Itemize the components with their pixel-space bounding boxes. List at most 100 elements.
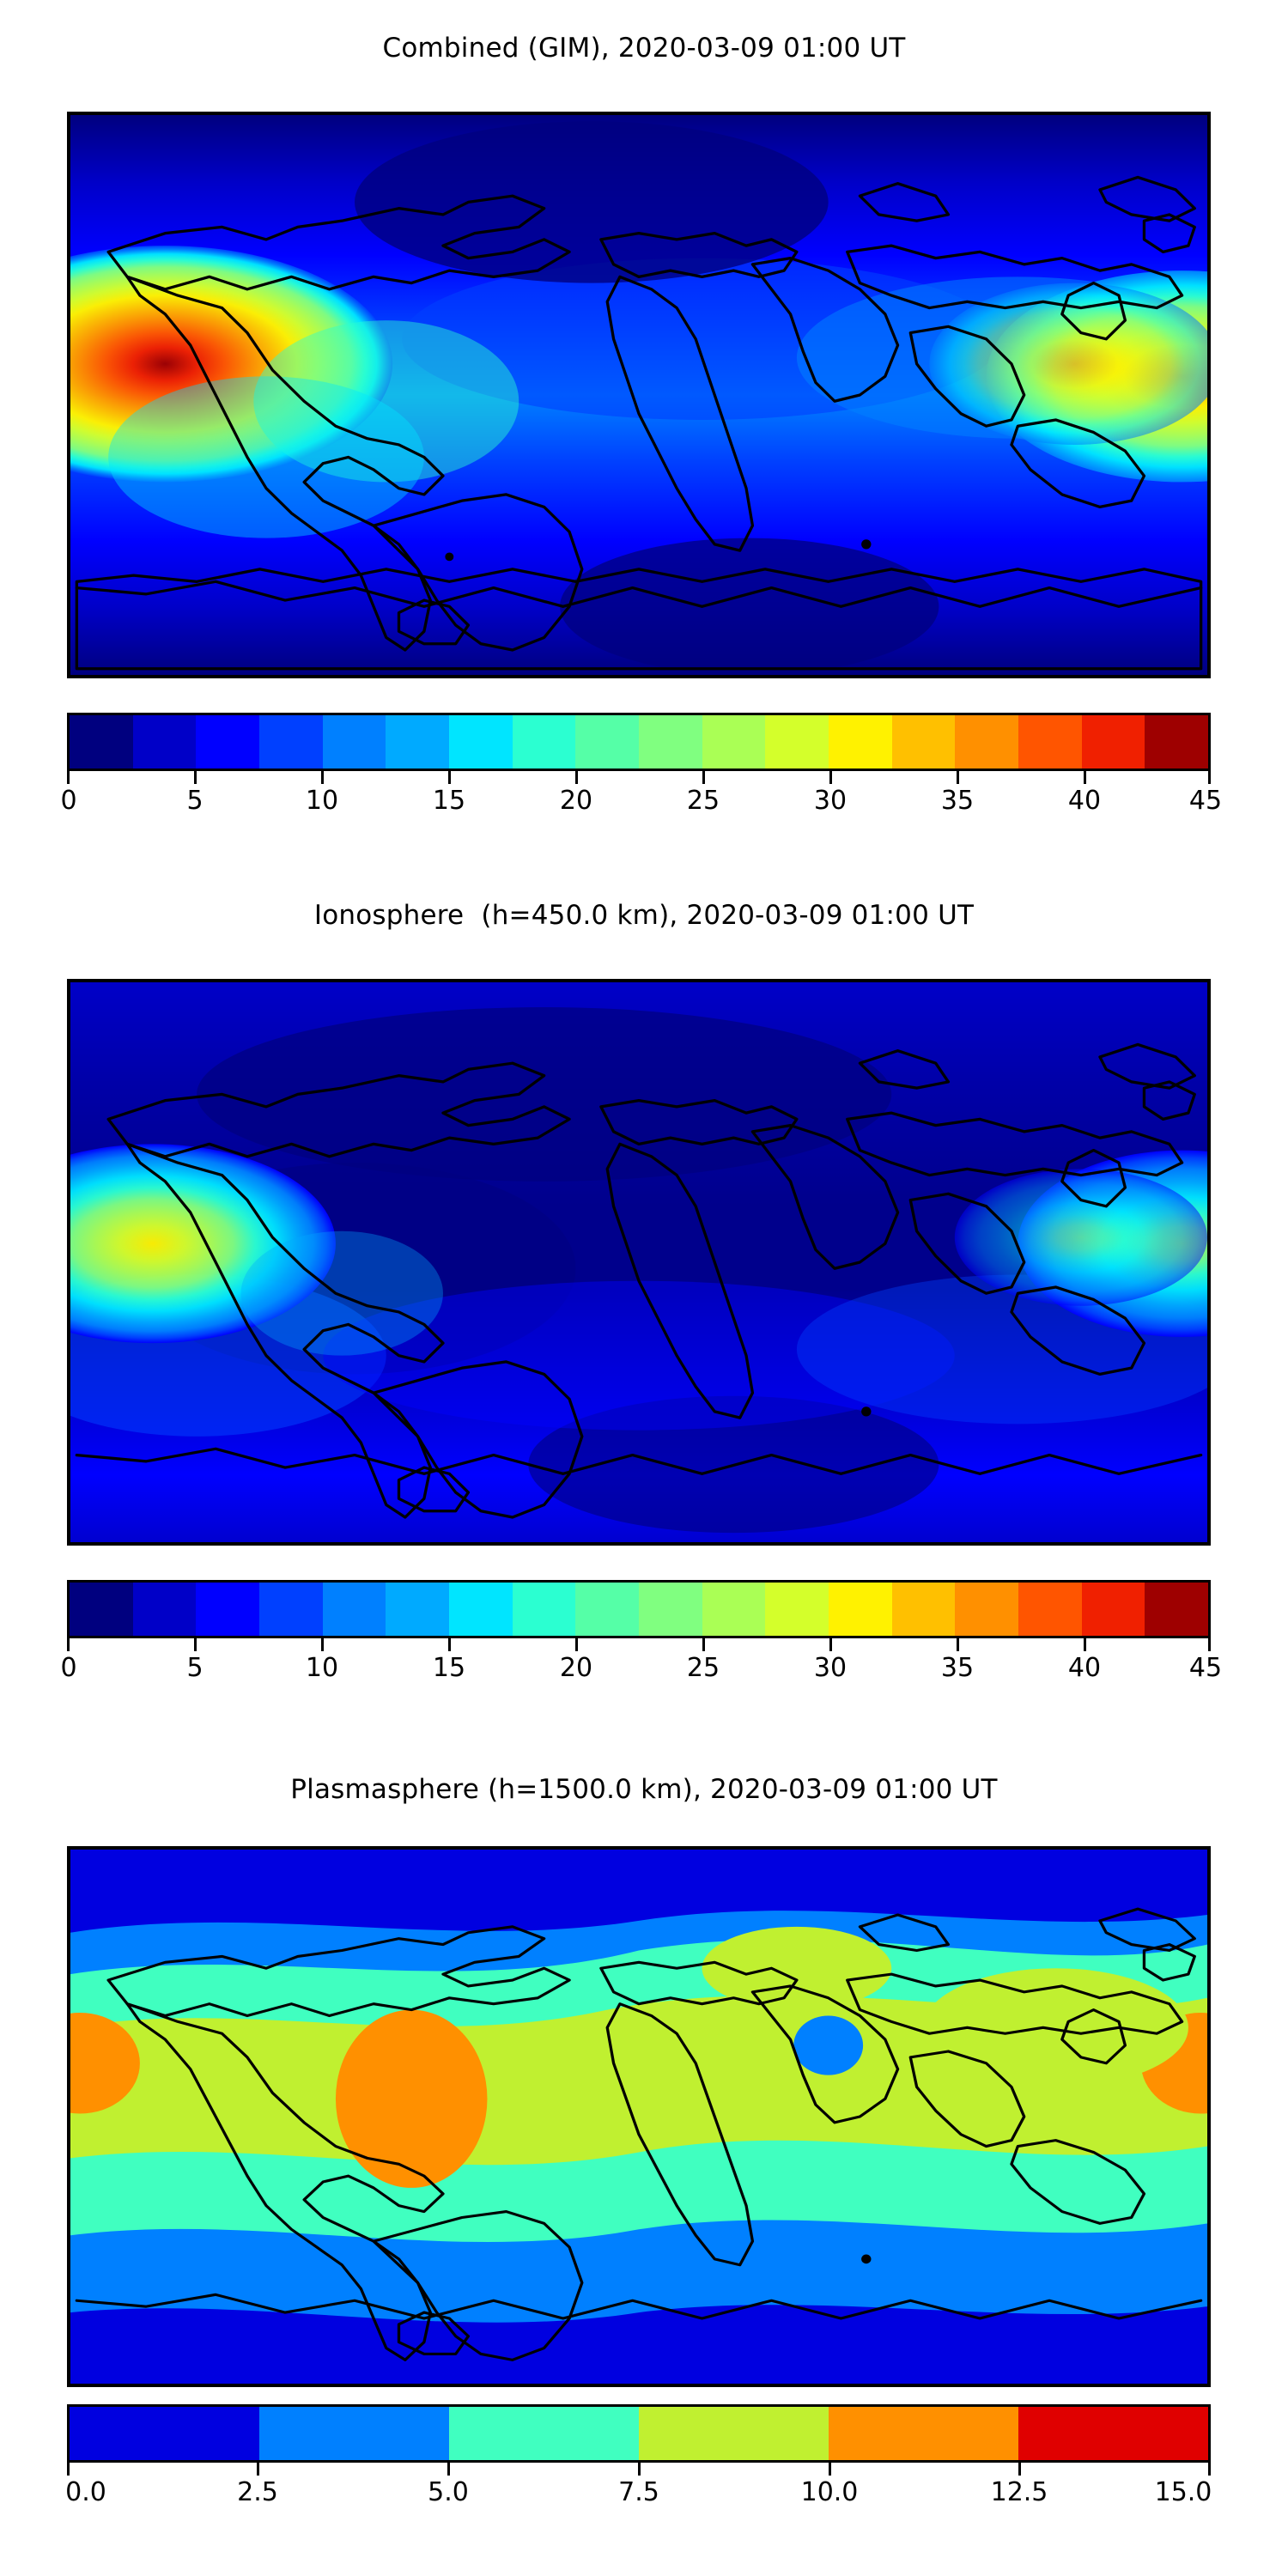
colorbar-band (575, 1583, 640, 1636)
colorbar-band (765, 715, 829, 769)
map-combined-gim (67, 112, 1211, 678)
colorbar-band (639, 1583, 702, 1636)
colorbar-band (829, 2407, 1018, 2460)
colorbar-ticklabel: 15.0 (1154, 2477, 1212, 2507)
panel-title-ionosphere: Ionosphere (h=450.0 km), 2020-03-09 01:0… (313, 900, 975, 931)
colorbar-tick (702, 1638, 705, 1651)
panel-ionosphere: Ionosphere (h=450.0 km), 2020-03-09 01:0… (0, 867, 1288, 1735)
colorbar-band (765, 1583, 829, 1636)
colorbar-tick (67, 771, 70, 784)
colorbar-ticklabel: 5 (186, 786, 204, 816)
colorbar-band (1018, 715, 1082, 769)
colorbar-plasmasphere (67, 2404, 1211, 2463)
colorbar-band (386, 715, 450, 769)
colorbar-ticklabel: 0.0 (65, 2477, 106, 2507)
colorbar-tick (957, 1638, 959, 1651)
colorbar-axis-ionosphere: 0 5 10 15 20 25 30 35 40 45 (60, 1638, 1222, 1690)
colorbar-ticklabel: 5.0 (428, 2477, 469, 2507)
colorbar-tick (829, 771, 832, 784)
colorbar-band (955, 715, 1019, 769)
colorbar-band (1145, 715, 1209, 769)
colorbar-band (132, 715, 197, 769)
colorbar-tick (448, 1638, 451, 1651)
colorbar-band (449, 2407, 639, 2460)
colorbar-band (891, 715, 956, 769)
colorbar-ticklabel: 5 (186, 1653, 204, 1683)
colorbar-band (512, 1583, 576, 1636)
colorbar-ticklabel: 35 (940, 1653, 975, 1683)
colorbar-band (1145, 1583, 1209, 1636)
colorbar-band (449, 1583, 513, 1636)
colorbar-axis-combined-gim: 0 5 10 15 20 25 30 35 40 45 (60, 771, 1222, 823)
colorbar-tick (575, 1638, 578, 1651)
colorbar-tick (194, 771, 197, 784)
colorbar-ticklabel: 0 (60, 786, 77, 816)
colorbar-band (196, 1583, 260, 1636)
colorbar-ticklabel: 10 (305, 786, 339, 816)
colorbar-tick (575, 771, 578, 784)
colorbar-tick (67, 2463, 70, 2476)
colorbar-band (259, 2407, 449, 2460)
colorbar-band (322, 1583, 386, 1636)
colorbar-tick (321, 771, 324, 784)
colorbar-ticklabel: 40 (1067, 786, 1102, 816)
tec-field-ionosphere (70, 982, 1207, 1542)
colorbar-tick (1208, 2463, 1211, 2476)
map-canvas-plasmasphere (70, 1850, 1207, 2384)
colorbar-tick (447, 2463, 450, 2476)
colorbar-ticklabel: 20 (559, 1653, 593, 1683)
colorbar-tick (448, 771, 451, 784)
colorbar-ticklabel: 30 (813, 786, 848, 816)
colorbar-ionosphere (67, 1580, 1211, 1638)
panel-plasmasphere: Plasmasphere (h=1500.0 km), 2020-03-09 0… (0, 1735, 1288, 2576)
colorbar-ticklabel: 15 (432, 786, 466, 816)
tec-field-combined-gim (70, 115, 1207, 675)
colorbar-ticklabel: 0 (60, 1653, 77, 1683)
colorbar-ticklabel: 45 (1188, 1653, 1223, 1683)
colorbar-ticklabel: 45 (1188, 786, 1223, 816)
colorbar-band (1018, 1583, 1082, 1636)
colorbar-band (70, 715, 133, 769)
colorbar-tick (638, 2463, 641, 2476)
colorbar-tick (67, 1638, 70, 1651)
colorbar-axis-plasmasphere: 0.0 2.5 5.0 7.5 10.0 12.5 15.0 (65, 2463, 1212, 2514)
colorbar-band (1018, 2407, 1208, 2460)
colorbar-ticklabel: 25 (686, 1653, 720, 1683)
colorbar-band (891, 1583, 956, 1636)
colorbar-combined-gim (67, 713, 1211, 771)
colorbar-tick (1208, 771, 1211, 784)
colorbar-band (639, 2407, 829, 2460)
colorbar-ticklabel: 35 (940, 786, 975, 816)
colorbar-band (829, 715, 892, 769)
colorbar-ticklabel: 12.5 (990, 2477, 1048, 2507)
tec-field-plasmasphere (70, 1850, 1207, 2384)
colorbar-tick (194, 1638, 197, 1651)
map-canvas-ionosphere (70, 982, 1207, 1542)
colorbar-band (259, 715, 323, 769)
colorbar-tick (1018, 2463, 1021, 2476)
colorbar-ticklabel: 15 (432, 1653, 466, 1683)
colorbar-band (132, 1583, 197, 1636)
colorbar-band (322, 715, 386, 769)
colorbar-band (70, 2407, 259, 2460)
colorbar-band (575, 715, 640, 769)
colorbar-band (386, 1583, 450, 1636)
colorbar-tick (957, 771, 959, 784)
colorbar-band (259, 1583, 323, 1636)
colorbar-ticklabel: 10.0 (800, 2477, 859, 2507)
panel-title-plasmasphere: Plasmasphere (h=1500.0 km), 2020-03-09 0… (290, 1774, 998, 1805)
colorbar-tick (829, 1638, 832, 1651)
map-ionosphere (67, 979, 1211, 1546)
colorbar-band (449, 715, 513, 769)
colorbar-ticklabel: 7.5 (618, 2477, 659, 2507)
colorbar-ticklabel: 20 (559, 786, 593, 816)
colorbar-ticklabel: 40 (1067, 1653, 1102, 1683)
colorbar-ticklabel: 30 (813, 1653, 848, 1683)
colorbar-tick (257, 2463, 259, 2476)
colorbar-tick (829, 2463, 831, 2476)
colorbar-tick (1084, 1638, 1086, 1651)
colorbar-tick (1084, 771, 1086, 784)
colorbar-band (1081, 715, 1145, 769)
colorbar-ticklabel: 25 (686, 786, 720, 816)
